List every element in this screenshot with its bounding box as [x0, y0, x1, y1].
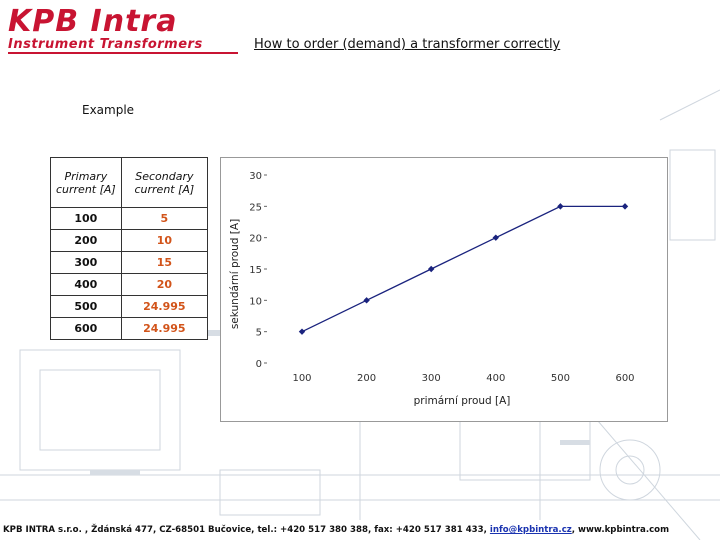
y-tick-label: 25 — [249, 202, 262, 213]
data-point — [621, 203, 629, 210]
data-point — [557, 203, 564, 210]
data-point — [428, 265, 435, 273]
x-tick-label: 600 — [615, 373, 634, 384]
data-point — [492, 234, 499, 241]
y-axis-label: sekundární proud [A] — [229, 219, 241, 329]
y-tick-label: 0 — [256, 359, 262, 370]
y-tick-label: 5 — [256, 328, 262, 339]
x-tick-label: 200 — [357, 373, 376, 384]
logo-underline — [8, 52, 238, 54]
table-row: 500 24.995 — [50, 295, 209, 318]
y-tick-label: 30 — [249, 171, 262, 182]
secondary-value: 24.995 — [120, 317, 209, 340]
footer-website: , www.kpbintra.com — [571, 525, 670, 535]
table-row: 300 15 — [50, 251, 209, 274]
series-line — [301, 205, 625, 333]
x-axis-label: primární proud [A] — [414, 395, 511, 407]
secondary-value: 10 — [120, 229, 209, 252]
primary-value: 500 — [50, 295, 122, 318]
primary-value: 200 — [50, 229, 122, 252]
header-secondary-current: Secondary current [A] — [120, 157, 209, 208]
company-logo: KPB Intra Instrument Transformers — [8, 6, 203, 52]
x-tick-label: 100 — [292, 373, 311, 384]
secondary-value: 20 — [120, 273, 209, 296]
table-header-row: Primary current [A] Secondary current [A… — [50, 157, 209, 208]
header-primary-current: Primary current [A] — [50, 157, 122, 208]
secondary-value: 5 — [120, 207, 209, 230]
y-tick-label: 15 — [249, 265, 262, 276]
data-point — [298, 328, 306, 335]
y-tick-label: 10 — [249, 296, 262, 307]
x-tick-label: 500 — [551, 373, 570, 384]
current-table: Primary current [A] Secondary current [A… — [50, 157, 209, 340]
y-tick-label: 20 — [249, 234, 262, 245]
primary-value: 100 — [50, 207, 122, 230]
primary-value: 600 — [50, 317, 122, 340]
footer-address: KPB INTRA s.r.o. , Ždánská 477, CZ-68501… — [3, 525, 490, 535]
primary-value: 400 — [50, 273, 122, 296]
logo-subtitle: Instrument Transformers — [8, 37, 203, 52]
footer-email-link[interactable]: info@kpbintra.cz — [489, 525, 572, 535]
current-line-chart: sekundární proud [A] primární proud [A] … — [220, 157, 668, 422]
example-label: Example — [82, 103, 135, 117]
table-row: 100 5 — [50, 207, 209, 230]
footer-contact: KPB INTRA s.r.o. , Ždánská 477, CZ-68501… — [3, 525, 669, 535]
x-tick-label: 300 — [422, 373, 441, 384]
table-row: 600 24.995 — [50, 317, 209, 340]
x-tick-label: 400 — [486, 373, 505, 384]
secondary-value: 15 — [120, 251, 209, 274]
logo-main-text: KPB Intra — [8, 4, 178, 39]
page-title: How to order (demand) a transformer corr… — [254, 37, 561, 52]
data-point — [363, 297, 370, 304]
primary-value: 300 — [50, 251, 122, 274]
table-row: 200 10 — [50, 229, 209, 252]
secondary-value: 24.995 — [120, 295, 209, 318]
table-row: 400 20 — [50, 273, 209, 296]
chart-frame — [220, 157, 668, 422]
